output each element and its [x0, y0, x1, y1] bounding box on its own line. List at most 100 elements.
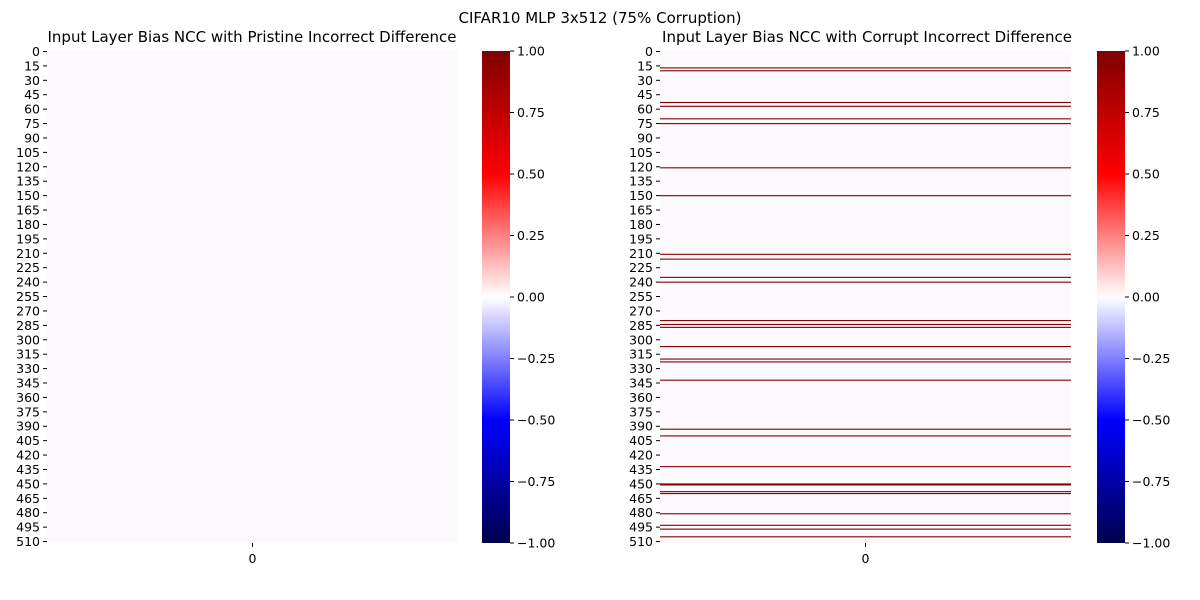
heatmap-cell-row-432: [660, 466, 1071, 468]
heatmap-cell-row-320: [660, 358, 1071, 360]
y-tick-label: 465: [629, 491, 653, 506]
y-tick-label: 510: [629, 534, 653, 549]
y-tick-label: 30: [637, 73, 653, 88]
colorbar-tick-label: 1.00: [517, 44, 545, 59]
y-tick-label: 495: [629, 520, 653, 535]
heatmap-cell-row-20: [660, 70, 1071, 72]
y-tick-label: 210: [629, 246, 653, 261]
colorbar-tick-label: 0.00: [1132, 290, 1160, 305]
heatmap-title: Input Layer Bias NCC with Pristine Incor…: [48, 28, 457, 46]
colorbar-tick-label: −0.75: [1132, 474, 1170, 489]
y-tick-label: 195: [629, 231, 653, 246]
heatmap-panel-1: Input Layer Bias NCC with Pristine Incor…: [16, 28, 555, 566]
colorbar-tick-label: 0.25: [1132, 228, 1160, 243]
y-tick-label: 120: [629, 159, 653, 174]
y-tick-label: 285: [16, 318, 40, 333]
y-tick-label: 315: [629, 347, 653, 362]
heatmap-cell-row-235: [660, 276, 1071, 278]
y-tick-label: 345: [16, 376, 40, 391]
figure-suptitle: CIFAR10 MLP 3x512 (75% Corruption): [459, 9, 742, 27]
y-tick-label: 420: [629, 448, 653, 463]
y-tick-label: 90: [637, 130, 653, 145]
y-tick-label: 150: [16, 188, 40, 203]
y-tick-label: 75: [24, 116, 40, 131]
y-tick-label: 165: [629, 203, 653, 218]
y-tick-label: 360: [629, 390, 653, 405]
y-tick-label: 90: [24, 130, 40, 145]
y-tick-label: 435: [16, 462, 40, 477]
heatmap-cell-row-342: [660, 379, 1071, 381]
heatmap-cell-row-505: [660, 536, 1071, 538]
y-tick-label: 330: [629, 361, 653, 376]
y-tick-label: 45: [637, 87, 653, 102]
y-tick-label: 15: [24, 58, 40, 73]
y-tick-label: 270: [16, 303, 40, 318]
y-tick-label: 30: [24, 73, 40, 88]
y-tick-label: 450: [629, 476, 653, 491]
y-tick-label: 45: [24, 87, 40, 102]
y-tick-label: 210: [16, 246, 40, 261]
colorbar-tick-label: −0.50: [517, 413, 555, 428]
heatmap-cell-row-497: [660, 528, 1071, 530]
colorbar-tick-label: −1.00: [1132, 536, 1170, 551]
heatmap-panel-2: Input Layer Bias NCC with Corrupt Incorr…: [629, 28, 1170, 566]
y-tick-label: 225: [16, 260, 40, 275]
colorbar-tick-label: 0.00: [517, 290, 545, 305]
y-tick-label: 315: [16, 347, 40, 362]
colorbar-tick-label: −1.00: [517, 536, 555, 551]
y-tick-label: 420: [16, 448, 40, 463]
heatmap-cell-row-450: [660, 483, 1071, 485]
colorbar-tick-label: 0.50: [517, 167, 545, 182]
colorbar-tick-label: 0.50: [1132, 167, 1160, 182]
colorbar: [1097, 51, 1125, 543]
heatmap-cell-row-481: [660, 513, 1071, 515]
heatmap-cells-background: [47, 51, 458, 543]
y-tick-label: 165: [16, 203, 40, 218]
y-tick-label: 240: [629, 275, 653, 290]
heatmap-cell-row-240: [660, 281, 1071, 283]
colorbar: [482, 51, 510, 543]
y-tick-label: 15: [637, 58, 653, 73]
y-tick-label: 465: [16, 491, 40, 506]
heatmap-cell-row-57: [660, 105, 1071, 107]
y-tick-label: 135: [629, 174, 653, 189]
heatmap-cell-row-460: [660, 493, 1071, 495]
y-tick-label: 60: [24, 102, 40, 117]
y-tick-label: 0: [32, 44, 40, 59]
y-tick-label: 225: [629, 260, 653, 275]
colorbar-tick-label: −0.75: [517, 474, 555, 489]
colorbar-tick-label: −0.25: [517, 351, 555, 366]
y-tick-label: 375: [16, 404, 40, 419]
y-tick-label: 150: [629, 188, 653, 203]
y-tick-label: 300: [629, 332, 653, 347]
heatmap-cell-row-323: [660, 361, 1071, 363]
colorbar-tick-label: −0.50: [1132, 413, 1170, 428]
heatmap-cell-row-150: [660, 195, 1071, 197]
heatmap-cells-background: [660, 51, 1071, 543]
y-tick-label: 300: [16, 332, 40, 347]
colorbar-tick-label: 1.00: [1132, 44, 1160, 59]
heatmap-cell-row-216: [660, 258, 1071, 260]
y-tick-label: 480: [16, 505, 40, 520]
heatmap-cell-row-53: [660, 101, 1071, 104]
heatmap-cell-row-280: [660, 320, 1071, 322]
y-tick-label: 180: [16, 217, 40, 232]
y-tick-label: 480: [629, 505, 653, 520]
y-tick-label: 195: [16, 231, 40, 246]
heatmap-cell-row-70: [660, 118, 1071, 120]
y-tick-label: 75: [637, 116, 653, 131]
heatmap-cell-row-17: [660, 67, 1071, 69]
heatmap-cell-row-493: [660, 524, 1071, 526]
y-tick-label: 375: [629, 404, 653, 419]
y-tick-label: 345: [629, 376, 653, 391]
heatmap-title: Input Layer Bias NCC with Corrupt Incorr…: [662, 28, 1072, 46]
heatmap-cell-row-307: [660, 346, 1071, 348]
heatmap-cell-row-393: [660, 428, 1071, 430]
y-tick-label: 390: [16, 419, 40, 434]
y-tick-label: 0: [645, 44, 653, 59]
colorbar-tick-label: −0.25: [1132, 351, 1170, 366]
y-tick-label: 60: [637, 102, 653, 117]
y-tick-label: 510: [16, 534, 40, 549]
y-tick-label: 135: [16, 174, 40, 189]
